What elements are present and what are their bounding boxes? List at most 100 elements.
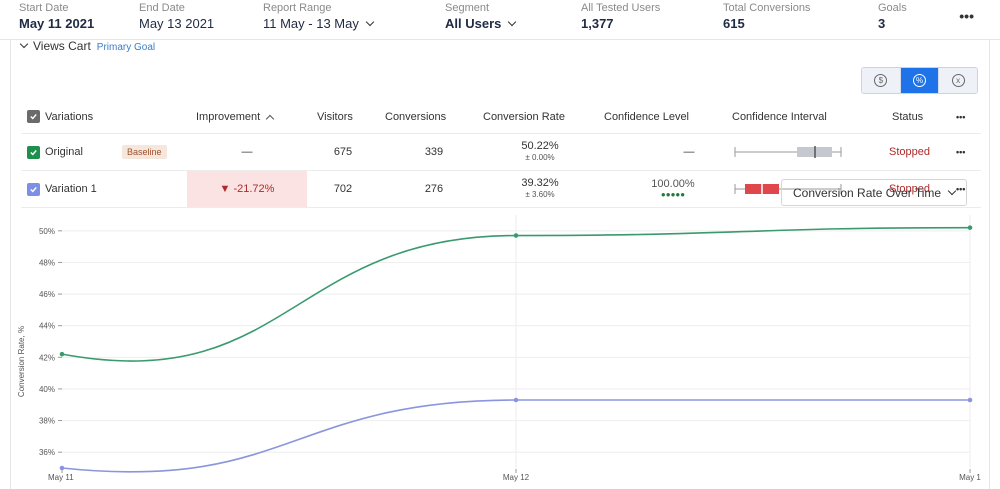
chevron-down-icon xyxy=(365,17,375,27)
table-header-row: Variations Improvement Visitors Conversi… xyxy=(21,100,981,134)
primary-goal-badge: Primary Goal xyxy=(96,42,156,53)
series-line xyxy=(61,226,971,362)
segment-select[interactable]: Segment All Users xyxy=(445,1,517,32)
header-status: Status xyxy=(892,110,924,123)
status-badge: Stopped xyxy=(889,146,930,158)
sort-up-icon[interactable] xyxy=(265,114,275,123)
start-date: Start Date May 11 2021 xyxy=(19,1,94,32)
data-point xyxy=(59,465,65,471)
data-point xyxy=(967,225,973,230)
confidence-level-value: — xyxy=(683,146,695,158)
goals-value: 3 xyxy=(878,16,886,31)
data-point xyxy=(967,397,973,403)
header-visitors: Visitors xyxy=(317,110,353,123)
multiplier-icon: x xyxy=(951,74,965,87)
row-checkbox[interactable] xyxy=(27,134,40,170)
status-badge: Stopped xyxy=(889,183,930,195)
x-tick-label: May 1 xyxy=(959,473,981,482)
y-tick-label: 42% xyxy=(39,353,55,362)
conversion-rate-value: 39.32% xyxy=(521,177,559,189)
conversions-value: 339 xyxy=(424,146,444,158)
y-tick-label: 40% xyxy=(39,385,55,394)
goals-count: Goals 3 xyxy=(878,1,907,32)
chart-view-value: Conversion Rate Over Time xyxy=(793,185,942,200)
conversions-value: 276 xyxy=(424,183,444,195)
row-more-button[interactable]: ••• xyxy=(956,184,966,194)
header-improvement-label: Improvement xyxy=(196,110,261,123)
header-conversions: Conversions xyxy=(385,110,447,123)
y-tick-label: 46% xyxy=(39,290,55,299)
confidence-interval-plot xyxy=(734,183,842,195)
conversion-rate-cell: 50.22% ± 0.00% xyxy=(510,134,570,170)
goal-title: Views Cart xyxy=(33,39,91,53)
visitors-value: 675 xyxy=(333,146,353,158)
chevron-down-icon xyxy=(947,186,957,195)
all-tested-users-label: All Tested Users xyxy=(581,2,661,14)
checkbox-icon[interactable] xyxy=(27,110,40,123)
report-summary-bar: Start Date May 11 2021 End Date May 13 2… xyxy=(0,0,1000,40)
header-confidence-level: Confidence Level xyxy=(604,110,690,123)
variation-name: Original xyxy=(45,146,83,158)
total-conversions-value: 615 xyxy=(723,16,745,31)
table-row[interactable]: Original Baseline — 675 339 50.22% ± 0.0… xyxy=(21,134,981,171)
goals-label: Goals xyxy=(878,2,907,14)
report-range-select[interactable]: Report Range 11 May - 13 May xyxy=(263,1,375,32)
conversion-rate-value: 50.22% xyxy=(521,140,559,152)
improvement-value: — xyxy=(241,146,253,158)
conversion-rate-error: ± 0.00% xyxy=(525,153,555,162)
chevron-down-icon xyxy=(508,17,517,27)
row-more-button[interactable]: ••• xyxy=(956,147,966,157)
header-more-button[interactable]: ••• xyxy=(956,111,966,122)
percent-icon: % xyxy=(913,74,926,87)
goal-header[interactable]: Views Cart Primary Goal xyxy=(19,39,156,54)
goal-panel: Views Cart Primary Goal $ % x Variations … xyxy=(10,39,990,489)
visitors-value: 702 xyxy=(333,183,353,195)
header-improvement[interactable]: Improvement xyxy=(196,100,275,133)
data-point xyxy=(513,397,519,403)
baseline-badge: Baseline xyxy=(122,145,167,159)
table-row[interactable]: Variation 1 ▼ -21.72% 702 276 39.32% ± 3… xyxy=(21,171,981,208)
data-point xyxy=(59,351,65,357)
conversion-rate-cell: 39.32% ± 3.60% xyxy=(510,171,570,207)
x-tick-label: May 12 xyxy=(503,473,530,482)
report-range-value: 11 May - 13 May xyxy=(263,16,359,31)
header-confidence-interval: Confidence Interval xyxy=(732,110,827,123)
total-conversions-label: Total Conversions xyxy=(723,2,811,14)
end-date: End Date May 13 2021 xyxy=(139,1,214,32)
metric-toggle[interactable]: $ % x xyxy=(861,67,978,94)
end-date-label: End Date xyxy=(139,2,185,14)
all-tested-users-value: 1,377 xyxy=(581,16,614,31)
y-axis-title: Conversion Rate, % xyxy=(17,326,26,397)
toggle-multiplier[interactable]: x xyxy=(939,68,977,93)
header-conversion-rate: Conversion Rate xyxy=(483,110,565,123)
data-point xyxy=(513,233,519,238)
y-tick-label: 44% xyxy=(39,322,55,331)
confidence-level-cell: 100.00% ●●●●● xyxy=(643,171,703,207)
segment-label: Segment xyxy=(445,2,490,14)
chart-view-select[interactable]: Conversion Rate Over Time xyxy=(781,179,967,206)
header-checkbox[interactable] xyxy=(27,100,40,133)
variation-name: Variation 1 xyxy=(45,183,97,195)
toggle-percent[interactable]: % xyxy=(900,68,940,93)
end-date-value: May 13 2021 xyxy=(139,16,215,31)
confidence-level-value: 100.00% xyxy=(651,178,695,190)
row-checkbox[interactable] xyxy=(27,171,40,207)
baseline-badge-wrap: Baseline xyxy=(122,134,167,170)
total-conversions: Total Conversions 615 xyxy=(723,1,810,32)
checkbox-icon[interactable] xyxy=(27,182,40,196)
segment-value: All Users xyxy=(445,16,502,31)
header-variations: Variations xyxy=(45,110,94,123)
dollar-icon: $ xyxy=(874,74,888,87)
more-options-button[interactable]: ••• xyxy=(959,8,974,24)
confidence-dots: ●●●●● xyxy=(660,190,686,199)
y-tick-label: 48% xyxy=(39,258,55,267)
collapse-chevron-icon[interactable] xyxy=(19,39,29,49)
toggle-currency[interactable]: $ xyxy=(862,68,901,93)
confidence-interval-plot xyxy=(734,146,842,158)
x-tick-label: May 11 xyxy=(48,473,74,482)
start-date-value: May 11 2021 xyxy=(19,16,95,31)
y-tick-label: 36% xyxy=(39,448,55,457)
conversion-rate-error: ± 3.60% xyxy=(525,190,555,199)
y-tick-label: 50% xyxy=(39,227,55,236)
checkbox-icon[interactable] xyxy=(27,145,40,159)
